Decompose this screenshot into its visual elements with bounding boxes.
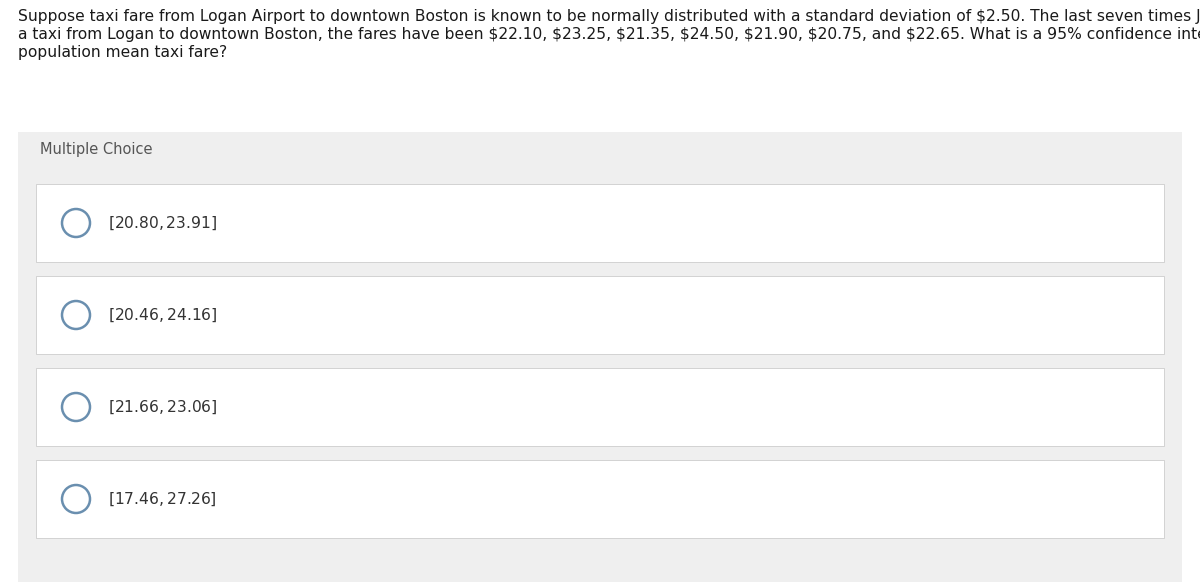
Text: [$17.46, $27.26]: [$17.46, $27.26]	[108, 491, 217, 507]
Text: a taxi from Logan to downtown Boston, the fares have been $22.10, $23.25, $21.35: a taxi from Logan to downtown Boston, th…	[18, 27, 1200, 42]
Text: population mean taxi fare?: population mean taxi fare?	[18, 45, 227, 60]
FancyBboxPatch shape	[36, 368, 1164, 446]
FancyBboxPatch shape	[36, 184, 1164, 262]
Text: [$20.46, $24.16]: [$20.46, $24.16]	[108, 306, 217, 324]
Text: [$21.66, $23.06]: [$21.66, $23.06]	[108, 398, 217, 416]
FancyBboxPatch shape	[36, 460, 1164, 538]
FancyBboxPatch shape	[18, 132, 1182, 582]
Text: [$20.80, $23.91]: [$20.80, $23.91]	[108, 214, 217, 232]
Text: Suppose taxi fare from Logan Airport to downtown Boston is known to be normally : Suppose taxi fare from Logan Airport to …	[18, 9, 1200, 24]
FancyBboxPatch shape	[36, 276, 1164, 354]
Text: Multiple Choice: Multiple Choice	[40, 142, 152, 157]
